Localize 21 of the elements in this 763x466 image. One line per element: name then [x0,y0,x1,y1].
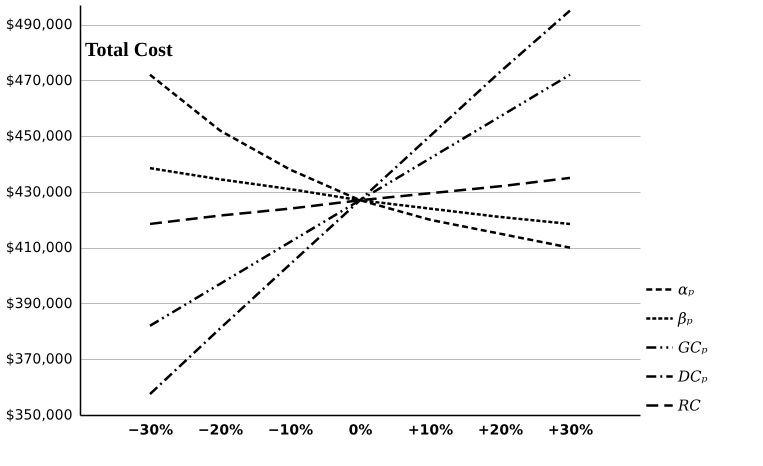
x-tick-label: +10% [408,422,454,438]
x-tick-label: −20% [198,422,244,438]
x-tick-label: +30% [548,422,594,438]
legend-label: GCₚ [678,338,708,356]
y-tick-label: $390,000 [6,296,72,312]
legend-label: αₚ [678,280,694,298]
x-tick-label: +20% [478,422,524,438]
y-tick-label: $450,000 [6,128,72,145]
y-tick-label: $430,000 [6,184,72,200]
y-tick-label: $370,000 [6,352,72,368]
legend-label: DCₚ [677,368,708,386]
legend-label: βₚ [677,310,693,328]
text: Total Cost [85,39,173,61]
legend-label: RC [677,396,702,414]
y-tick-label: $410,000 [6,240,72,256]
x-tick-label: −30% [128,422,174,438]
x-tick-label: −10% [268,422,314,438]
y-tick-label: $470,000 [6,72,72,89]
x-tick-label: 0% [348,422,372,438]
y-tick-label: $490,000 [6,17,72,34]
y-tick-label: $350,000 [6,408,72,424]
